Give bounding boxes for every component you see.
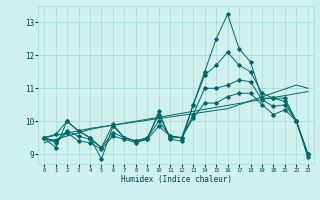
X-axis label: Humidex (Indice chaleur): Humidex (Indice chaleur) (121, 175, 231, 184)
